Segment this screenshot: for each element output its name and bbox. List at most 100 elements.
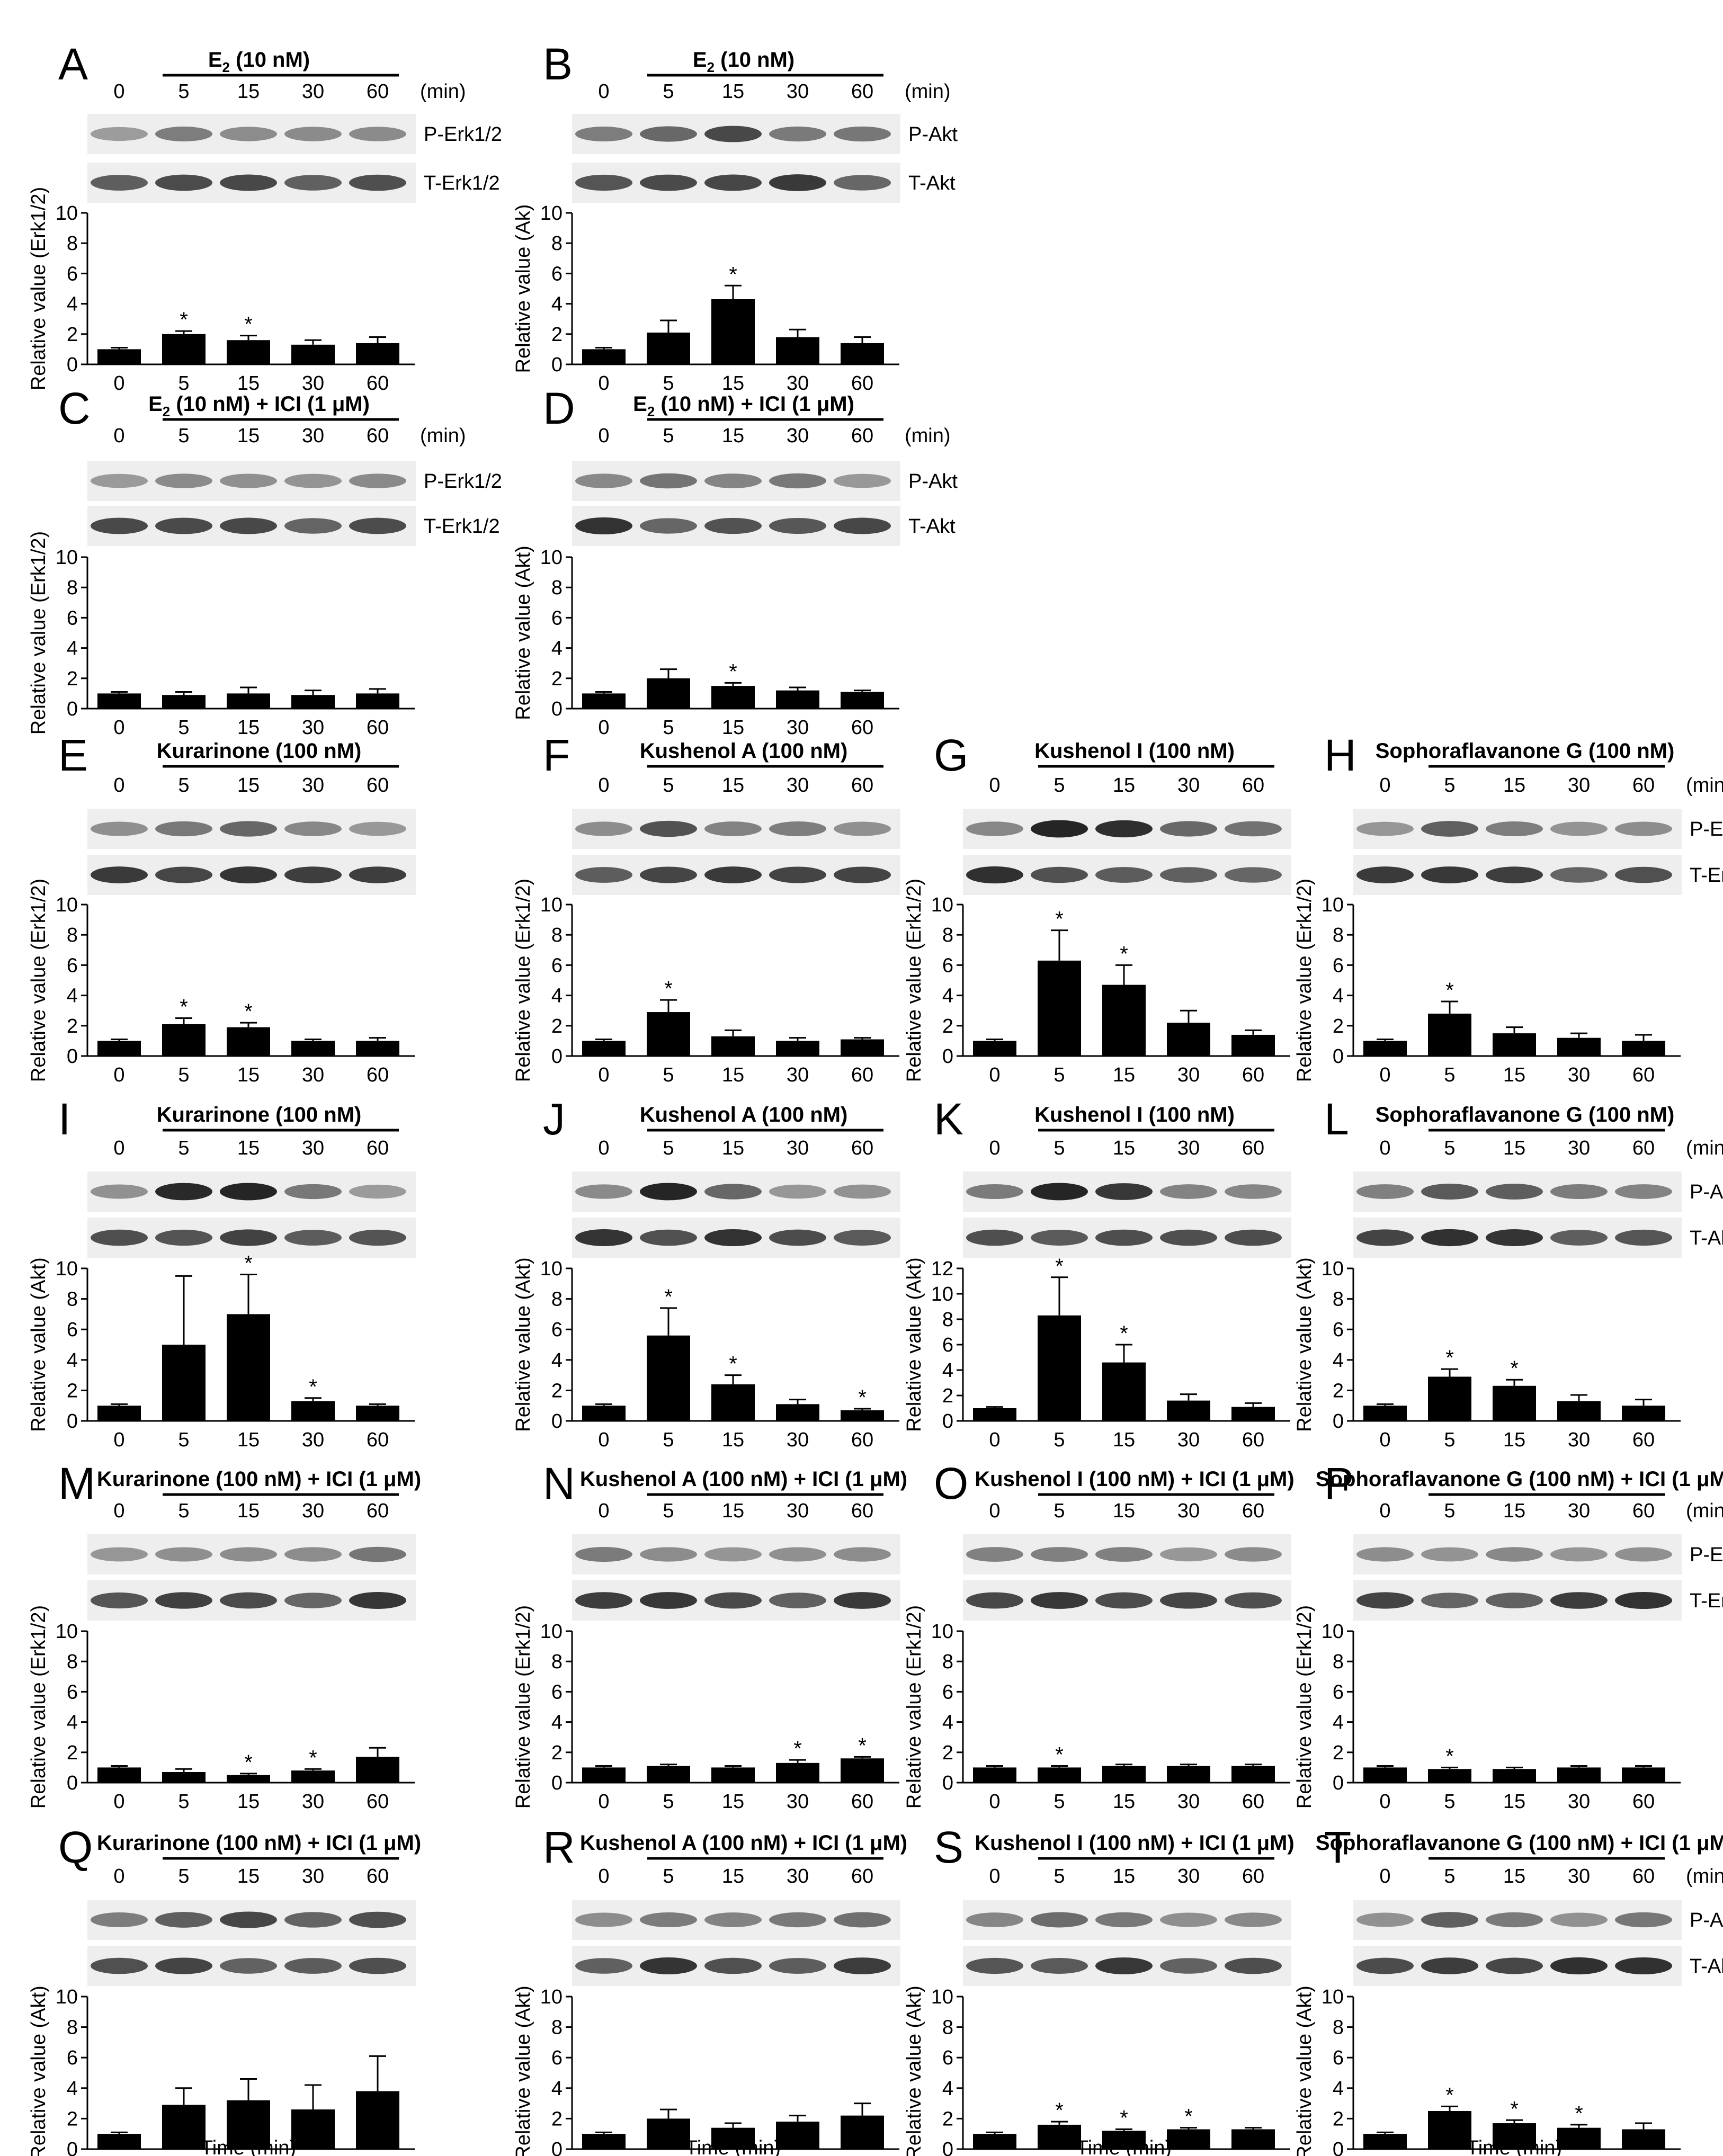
blot-band: [1095, 867, 1153, 883]
blot-band: [1356, 1547, 1414, 1562]
bar: [1557, 1401, 1601, 1421]
unit-label: (min): [1686, 1865, 1723, 1887]
lane-label: 30: [302, 80, 324, 103]
blot-total: [572, 1580, 900, 1621]
lane-label: 15: [722, 1137, 744, 1159]
y-axis-label: Relative value (Akt): [28, 1257, 50, 1432]
lane-label: 5: [1444, 774, 1455, 797]
y-tick-label: 0: [551, 1772, 563, 1794]
blot-band: [1421, 1912, 1478, 1928]
blot-band: [1486, 821, 1543, 837]
unit-label: (min): [1686, 1500, 1723, 1522]
bar: [227, 693, 270, 709]
y-tick-label: 6: [1333, 954, 1344, 977]
blot-band: [640, 1957, 697, 1975]
y-tick-label: 8: [1333, 924, 1344, 946]
blot-band: [349, 1546, 406, 1562]
bar: [1493, 1769, 1536, 1783]
lane-label: 5: [663, 1137, 674, 1159]
blot-band: [349, 517, 406, 534]
x-tick-label: 5: [178, 372, 189, 395]
blot-band: [349, 1957, 406, 1974]
blot-band: [575, 174, 632, 191]
bar: [1038, 2124, 1081, 2149]
blot-band: [220, 1958, 277, 1974]
y-tick-label: 4: [551, 293, 563, 316]
blot-band: [1095, 1229, 1153, 1246]
y-tick-label: 10: [56, 1621, 78, 1643]
blot-band: [91, 1912, 148, 1928]
y-tick-label: 4: [551, 638, 563, 660]
blot-band: [1550, 867, 1608, 883]
blot-band: [284, 1230, 342, 1246]
panel-letter: G: [934, 730, 968, 780]
blot-phospho: [963, 1900, 1291, 1940]
y-tick-label: 0: [67, 354, 78, 376]
y-tick-label: 2: [551, 668, 563, 690]
y-tick-label: 6: [67, 1681, 78, 1703]
blot-phospho: [87, 1534, 416, 1574]
blot-band: [1095, 1183, 1153, 1200]
blot-total: [87, 1946, 416, 1986]
blot-band: [91, 1592, 148, 1609]
blot-band: [1160, 1958, 1217, 1974]
bar: [776, 1763, 819, 1783]
blot-band: [1356, 821, 1414, 836]
x-tick-label: 30: [302, 717, 324, 739]
y-tick-label: 0: [551, 1410, 563, 1433]
significance-mark: *: [309, 1375, 317, 1399]
x-tick-label: 30: [1568, 1064, 1590, 1086]
blot-band: [1550, 1957, 1608, 1975]
y-tick-label: 6: [551, 1319, 563, 1341]
blot-band: [640, 1547, 697, 1562]
blot-total: [87, 163, 416, 203]
blot-band: [769, 1593, 826, 1608]
blot-band: [1421, 1229, 1478, 1247]
significance-mark: *: [180, 308, 188, 332]
y-tick-label: 6: [1333, 1319, 1344, 1341]
y-tick-label: 4: [1333, 985, 1344, 1007]
bar: [841, 1410, 884, 1421]
bar-chart: 0 2 4 6 8 10 Relative value (Erk1/2) 0 * 5 15 30 60: [903, 1605, 1290, 1813]
blot-band: [155, 1592, 212, 1609]
significance-mark: *: [1055, 908, 1064, 931]
x-tick-label: 30: [302, 1429, 324, 1451]
panel-g: G Kushenol I (100 nM) 0 5 15 30 60 0 2 4 6 8 10 Relat…: [903, 730, 1291, 1086]
x-tick-label: 60: [851, 372, 873, 395]
bar: [582, 349, 626, 364]
lane-label: 30: [787, 774, 809, 797]
lane-label: 15: [237, 80, 260, 103]
x-tick-label: 30: [302, 372, 324, 395]
blot-band: [1031, 820, 1088, 838]
bar: [841, 1039, 884, 1056]
y-tick-label: 2: [67, 1015, 78, 1037]
y-tick-label: 10: [540, 1986, 563, 2008]
x-tick-label: 15: [1503, 1064, 1525, 1086]
blot-band: [834, 175, 891, 191]
blot-phospho: [1353, 809, 1682, 849]
x-tick-label: 0: [598, 717, 609, 739]
treatment-title: Kushenol I (100 nM): [1034, 739, 1235, 763]
blot-label: T-Akt: [1690, 1227, 1723, 1249]
panel-e: E Kurarinone (100 nM) 0 5 15 30 60 0 2 4 6 8 10 Relat…: [28, 730, 416, 1086]
lane-label: 0: [989, 1865, 1000, 1887]
panel-r: R Kushenol A (100 nM) + ICI (1 μM) 0 5 15 30 6…: [512, 1822, 907, 2156]
lane-label: 60: [1242, 774, 1264, 797]
y-tick-label: 4: [1333, 1349, 1344, 1372]
blot-band: [284, 175, 342, 191]
blot-band: [769, 517, 826, 534]
bar: [1167, 1766, 1210, 1783]
bar: [647, 1766, 690, 1783]
treatment-title: E2 (10 nM) + ICI (1 μM): [148, 392, 370, 419]
significance-mark: *: [244, 1000, 253, 1023]
blot-total: [572, 506, 900, 546]
blot-band: [769, 821, 826, 836]
bar: [227, 1314, 270, 1421]
x-tick-label: 15: [1113, 1429, 1135, 1451]
blot-band: [1225, 1957, 1282, 1974]
blot-band: [834, 1230, 891, 1246]
y-tick-label: 8: [67, 1651, 78, 1673]
x-tick-label: 30: [302, 1064, 324, 1086]
blot-band: [640, 866, 697, 883]
bar: [1167, 1023, 1210, 1056]
